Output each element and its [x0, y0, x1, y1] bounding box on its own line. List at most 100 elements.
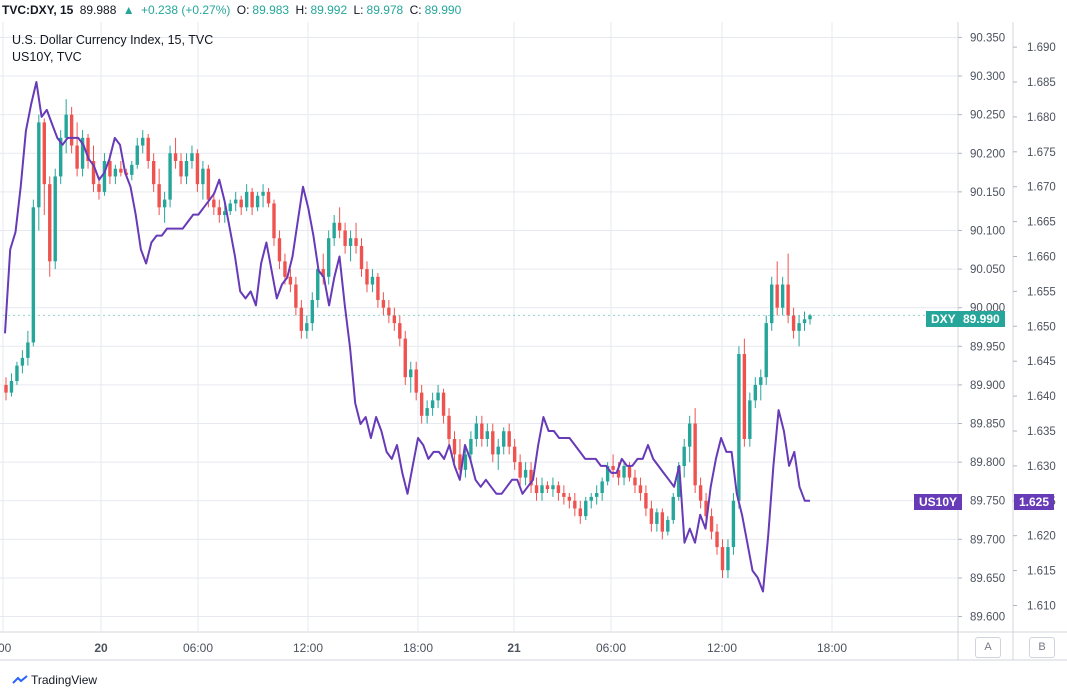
candle-body — [130, 164, 134, 175]
candle-body — [277, 238, 282, 262]
candle-body — [255, 195, 260, 208]
candle-body — [80, 137, 85, 169]
candle-body — [523, 469, 528, 478]
candle-body — [370, 276, 375, 285]
candle-body — [9, 381, 14, 393]
candle-body — [430, 400, 435, 409]
y-tick-label-dxy: 89.950 — [970, 341, 1005, 353]
candle-body — [584, 500, 588, 517]
candle-body — [452, 438, 457, 455]
candle-body — [616, 469, 621, 478]
candle-body — [359, 245, 364, 270]
candle-body — [419, 392, 424, 416]
candle-body — [605, 465, 610, 482]
y-tick-label-dxy: 89.850 — [970, 419, 1005, 431]
candle-body — [398, 323, 402, 339]
candle-body — [294, 284, 298, 308]
candle-body — [250, 191, 254, 208]
candle-body — [594, 493, 599, 497]
close-value: 89.990 — [424, 3, 462, 17]
high-value: 89.992 — [310, 3, 348, 17]
candle-body — [348, 238, 353, 246]
y-tick-label-dxy: 90.050 — [970, 264, 1005, 276]
candle-body — [403, 338, 407, 378]
candle-body — [228, 203, 232, 212]
candle-body — [425, 408, 429, 416]
tradingview-logo[interactable]: TradingView — [12, 673, 97, 687]
candle-body — [4, 384, 8, 393]
candle-body — [611, 465, 615, 470]
y-tick-label-dxy: 89.800 — [970, 457, 1005, 469]
candle-body — [447, 415, 451, 439]
candle-body — [212, 199, 216, 208]
legend-main-series[interactable]: U.S. Dollar Currency Index, 15, TVC — [12, 33, 214, 47]
candle-body — [556, 485, 561, 494]
candle-body — [141, 137, 145, 146]
y-tick-label-us10y: 1.635 — [1027, 426, 1056, 438]
y-tick-label-us10y: 1.620 — [1027, 531, 1056, 543]
high-label: H: — [295, 3, 308, 17]
candle-body — [108, 160, 112, 177]
candle-body — [48, 184, 52, 262]
candle-body — [512, 446, 517, 463]
header-bar: TVC:DXY, 15 89.988 ▲ +0.238 (+0.27%) O: 8… — [0, 0, 1067, 22]
candle-body — [376, 276, 380, 300]
candle-body — [354, 238, 358, 246]
candle-body — [392, 315, 397, 324]
candle-body — [15, 365, 19, 382]
candle-body — [775, 284, 779, 308]
candle-body — [190, 153, 194, 161]
x-tick-label: 06:00 — [596, 641, 626, 655]
candle-body — [299, 307, 304, 331]
candle-body — [151, 160, 156, 185]
candle-body — [206, 168, 211, 200]
chart-legend: U.S. Dollar Currency Index, 15, TVC US10… — [12, 32, 213, 66]
y-tick-label-dxy: 89.900 — [970, 380, 1005, 392]
candle-body — [316, 269, 320, 300]
candle-body — [69, 114, 74, 146]
price-change: +0.238 (+0.27%) — [140, 3, 231, 17]
candle-body — [162, 199, 167, 208]
candle-body — [742, 354, 747, 439]
right-scale-button[interactable]: B — [1029, 637, 1055, 658]
candle-body — [589, 496, 593, 501]
candle-body — [578, 508, 582, 517]
candle-body — [687, 423, 692, 447]
candle-body — [671, 496, 675, 521]
candle-body — [326, 238, 331, 277]
candle-body — [759, 377, 763, 385]
candle-body — [518, 462, 522, 478]
candle-body — [600, 481, 604, 494]
candle-body — [655, 512, 659, 524]
legend-overlay-series[interactable]: US10Y, TVC — [12, 50, 82, 64]
candle-body — [332, 222, 336, 239]
candle-body — [567, 496, 572, 501]
candle-body — [737, 354, 741, 501]
candle-body — [666, 520, 670, 532]
last-price: 89.988 — [79, 3, 117, 17]
left-scale-auto-button[interactable]: A — [975, 637, 1001, 658]
candle-body — [748, 400, 752, 439]
candle-body — [223, 211, 227, 216]
candle-body — [551, 485, 555, 490]
candle-body — [135, 145, 139, 165]
candle-body — [305, 323, 309, 331]
candle-body — [337, 222, 342, 231]
x-tick-label: 18:00 — [403, 641, 433, 655]
candle-body — [217, 207, 222, 216]
candle-body — [239, 199, 243, 208]
candle-body — [463, 454, 468, 470]
candle-body — [786, 284, 790, 316]
tradingview-logo-icon — [12, 675, 28, 684]
candle-body — [545, 485, 550, 490]
candle-body — [791, 315, 796, 331]
candle-body — [808, 315, 812, 320]
x-tick-label: 12:00 — [707, 641, 737, 655]
candle-body — [682, 446, 686, 466]
x-tick-label: 18:00 — [817, 641, 847, 655]
y-tick-label-us10y: 1.645 — [1027, 356, 1056, 368]
candle-body — [693, 423, 697, 486]
candle-body — [698, 485, 703, 501]
candle-body — [244, 191, 249, 208]
